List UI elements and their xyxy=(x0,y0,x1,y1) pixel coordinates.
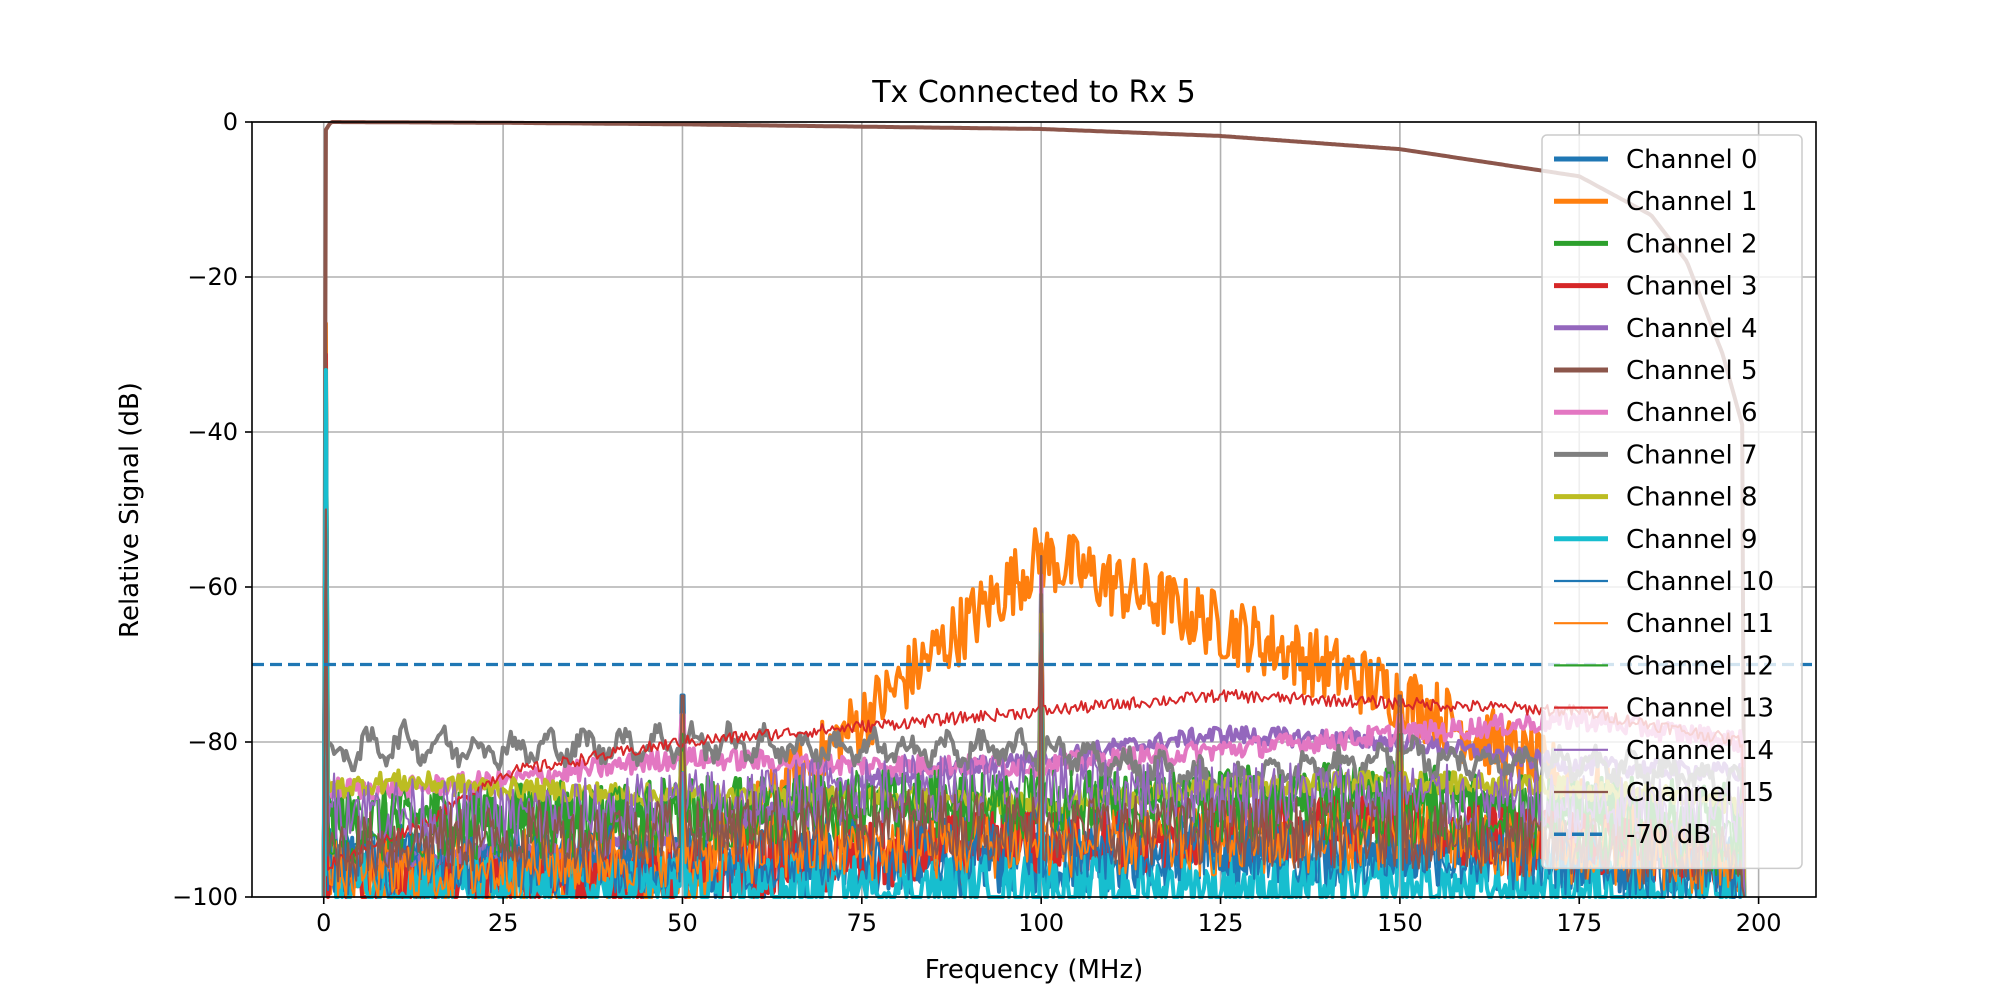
x-tick-label: 0 xyxy=(316,909,331,937)
legend-label: Channel 6 xyxy=(1626,398,1758,428)
chart-title: Tx Connected to Rx 5 xyxy=(871,75,1196,110)
series-line-channel-15 xyxy=(322,508,1746,898)
x-tick-label: 50 xyxy=(667,909,698,937)
legend: Channel 0 Channel 1 Channel 2 Channel 3 Chan… xyxy=(1541,134,1803,870)
y-tick-label: −60 xyxy=(187,573,238,601)
plot-frame xyxy=(251,121,1817,898)
x-tick-label: 100 xyxy=(1018,909,1064,937)
legend-label: Channel 11 xyxy=(1626,609,1774,639)
legend-box xyxy=(1541,134,1803,870)
x-axis-label: Frequency (MHz) xyxy=(925,955,1144,985)
legend-label: Channel 15 xyxy=(1626,778,1774,808)
legend-label: Channel 2 xyxy=(1626,229,1758,259)
y-tick-label: −20 xyxy=(187,263,238,291)
x-tick-label: 75 xyxy=(847,909,878,937)
x-tick-label: 200 xyxy=(1736,909,1782,937)
legend-label: Channel 1 xyxy=(1626,187,1758,217)
legend-label: Channel 14 xyxy=(1626,736,1774,766)
legend-label: Channel 5 xyxy=(1626,356,1758,386)
series-layer xyxy=(321,120,1747,899)
legend-label: Channel 8 xyxy=(1626,483,1758,513)
legend-label: Channel 3 xyxy=(1626,272,1758,302)
legend-label: Channel 12 xyxy=(1626,651,1774,681)
y-tick-label: −80 xyxy=(187,728,238,756)
series-line-channel-5 xyxy=(321,120,1747,898)
y-tick-label: −100 xyxy=(172,883,238,911)
legend-label: Channel 7 xyxy=(1626,440,1758,470)
x-tick-label: 175 xyxy=(1556,909,1602,937)
x-tick-label: 150 xyxy=(1377,909,1423,937)
y-tick-label: −40 xyxy=(187,418,238,446)
legend-label: Channel 13 xyxy=(1626,694,1774,724)
series-line-channel-13 xyxy=(322,508,1746,898)
legend-label: Channel 0 xyxy=(1626,145,1758,175)
legend-label: Channel 4 xyxy=(1626,314,1758,344)
x-tick-label: 125 xyxy=(1198,909,1244,937)
axis-ticks: 0 25 50 75 100 125 150 175 200 0 −20 −40 −60 −80 −100 xyxy=(172,108,1781,937)
x-tick-label: 25 xyxy=(488,909,519,937)
legend-label: Channel 10 xyxy=(1626,567,1774,597)
legend-label: Channel 9 xyxy=(1626,525,1758,555)
y-axis-label: Relative Signal (dB) xyxy=(115,382,145,638)
y-tick-label: 0 xyxy=(223,108,238,136)
series-line-channel-7 xyxy=(321,391,1747,898)
legend-label: -70 dB xyxy=(1626,820,1711,850)
